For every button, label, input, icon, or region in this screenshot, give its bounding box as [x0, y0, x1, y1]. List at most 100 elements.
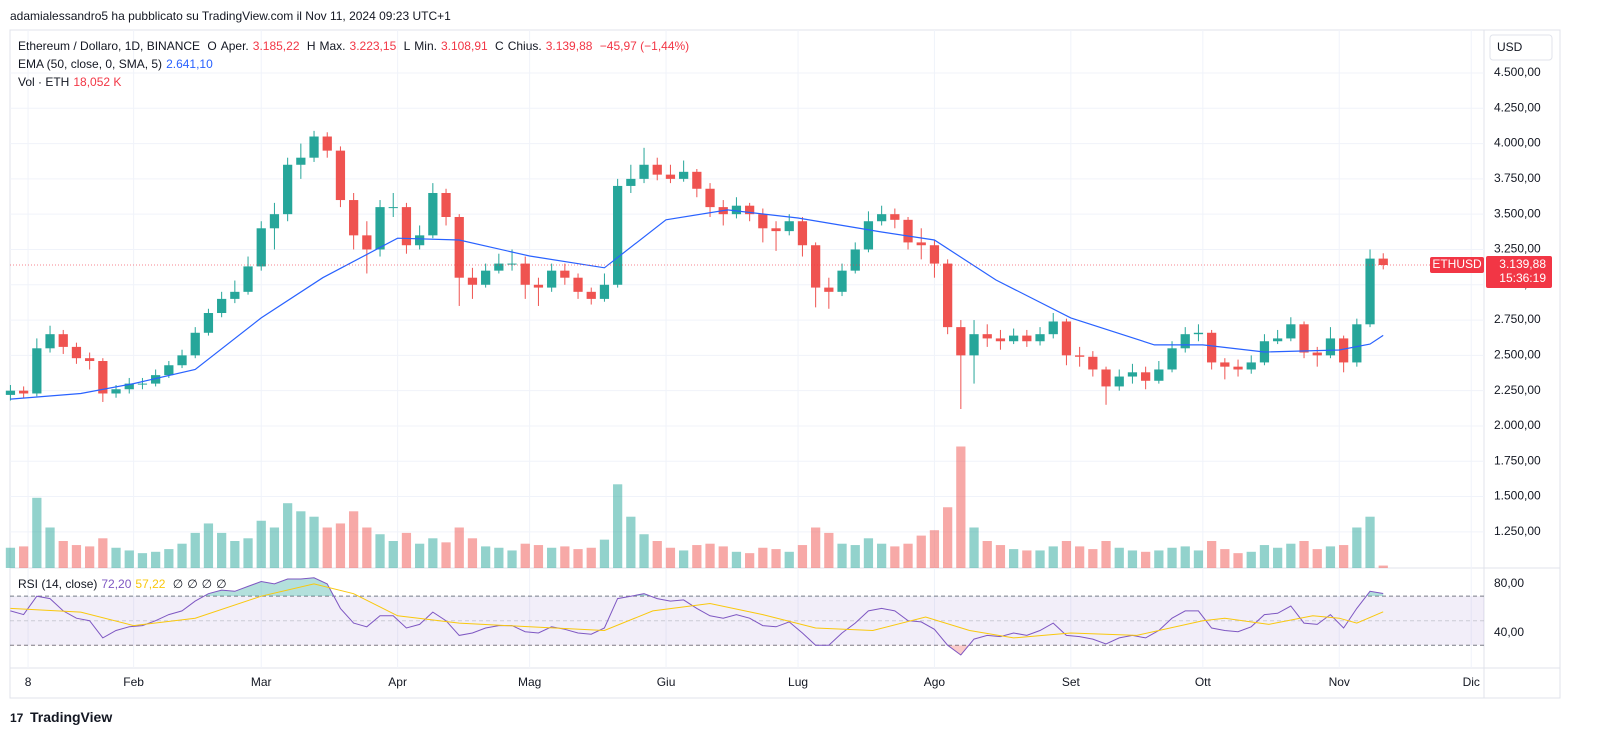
candle-body [784, 221, 794, 232]
candle-body [217, 298, 227, 314]
volume-bar [811, 527, 821, 568]
candle-body [956, 327, 966, 356]
candle-body [811, 245, 821, 288]
volume-bar [401, 532, 412, 568]
y-tick-label: 3.500,00 [1494, 206, 1541, 220]
volume-bar [322, 527, 332, 568]
candle-body [771, 228, 781, 232]
volume-bar [98, 538, 108, 568]
volume-bar [1286, 543, 1296, 568]
price-tag [1486, 256, 1552, 289]
x-tick-label: Nov [1329, 675, 1350, 689]
volume-bar [283, 503, 293, 568]
volume-bar [784, 551, 794, 568]
candle-body [454, 216, 464, 278]
candle-body [1286, 324, 1296, 339]
volume-bar [1352, 527, 1362, 568]
volume-bar [494, 547, 504, 568]
candle-body [995, 338, 1006, 342]
candle-body [1273, 338, 1283, 342]
volume-bar [1167, 547, 1177, 568]
volume-bar [560, 546, 570, 568]
candle-body [375, 207, 385, 250]
candle-body [1180, 334, 1190, 349]
volume-bar [995, 545, 1006, 568]
x-tick-label: Mar [251, 675, 272, 689]
volume-bar [771, 549, 781, 568]
volume-bar [454, 527, 464, 568]
volume-bar [415, 543, 425, 568]
volume-bar [349, 511, 359, 568]
candle-body [1365, 258, 1375, 325]
candle-body [916, 242, 926, 246]
ema-line [10, 209, 1384, 400]
ema-name: EMA (50, close, 0, SMA, 5) [18, 57, 163, 71]
candle-body [494, 263, 504, 271]
candle-body [243, 266, 253, 292]
volume-bar [190, 532, 200, 568]
volume-bar [639, 534, 649, 568]
ohlc-key: H [306, 39, 316, 53]
volume-bar [481, 546, 491, 568]
volume-bar [599, 539, 610, 568]
candle-body [296, 157, 306, 165]
volume-bar [1299, 541, 1309, 568]
y-tick-label: 1.500,00 [1494, 489, 1541, 503]
candle-body [1075, 355, 1085, 357]
candle-body [71, 346, 82, 359]
volume-bar [837, 543, 847, 568]
volume-bar [1048, 546, 1058, 568]
y-tick-label: 2.250,00 [1494, 383, 1541, 397]
candle-body [1154, 369, 1164, 381]
volume-bar [1312, 549, 1322, 568]
volume-bar [1339, 545, 1349, 568]
candle-body [1101, 369, 1111, 387]
volume-bar [1127, 550, 1138, 568]
candle-body [349, 200, 359, 236]
volume-bar [137, 553, 148, 568]
candle-body [467, 277, 478, 285]
volume-bar [256, 520, 266, 568]
volume-bar [1075, 546, 1085, 568]
y-tick-label: 3.250,00 [1494, 242, 1541, 256]
volume-bar [1193, 550, 1204, 568]
rsi-extra: ∅ [201, 577, 213, 591]
volume-bar [5, 547, 16, 568]
candle-body [943, 263, 953, 328]
candle-body [877, 214, 887, 222]
candle-body [679, 171, 689, 179]
volume-bar [1365, 516, 1375, 568]
ohlc-key: O [207, 39, 217, 53]
candle-body [151, 375, 161, 384]
candle-body [1378, 258, 1388, 266]
candle-body [362, 235, 372, 250]
publisher-line: adamialessandro5 ha pubblicato su Tradin… [10, 9, 451, 23]
candle-body [269, 214, 280, 229]
x-tick-label: Dic [1463, 675, 1480, 689]
candle-body [982, 334, 992, 339]
volume-bar [217, 532, 227, 568]
candle-body [890, 214, 900, 220]
candle-body [599, 284, 610, 299]
candle-body [111, 389, 121, 394]
volume-bar [903, 543, 913, 568]
volume-bar [507, 550, 517, 568]
candle-body [758, 214, 768, 229]
candle-body [692, 171, 702, 189]
rsi-tick-label: 80,00 [1494, 576, 1524, 590]
symbol-tag [1430, 257, 1484, 274]
volume-bar [1035, 550, 1045, 568]
ohlc-key: Max. [319, 39, 346, 53]
candle-body [322, 136, 332, 151]
volume-bar [797, 545, 808, 568]
candle-body [401, 207, 412, 246]
candle-body [1246, 362, 1256, 370]
y-tick-label: 2.750,00 [1494, 312, 1541, 326]
candle-body [1114, 376, 1124, 387]
rsi-extra: ∅ [187, 577, 198, 591]
ohlc-key: Aper. [220, 39, 249, 53]
candle-body [283, 164, 293, 215]
vol-legend: Vol · ETH 18,052 K [18, 75, 125, 89]
